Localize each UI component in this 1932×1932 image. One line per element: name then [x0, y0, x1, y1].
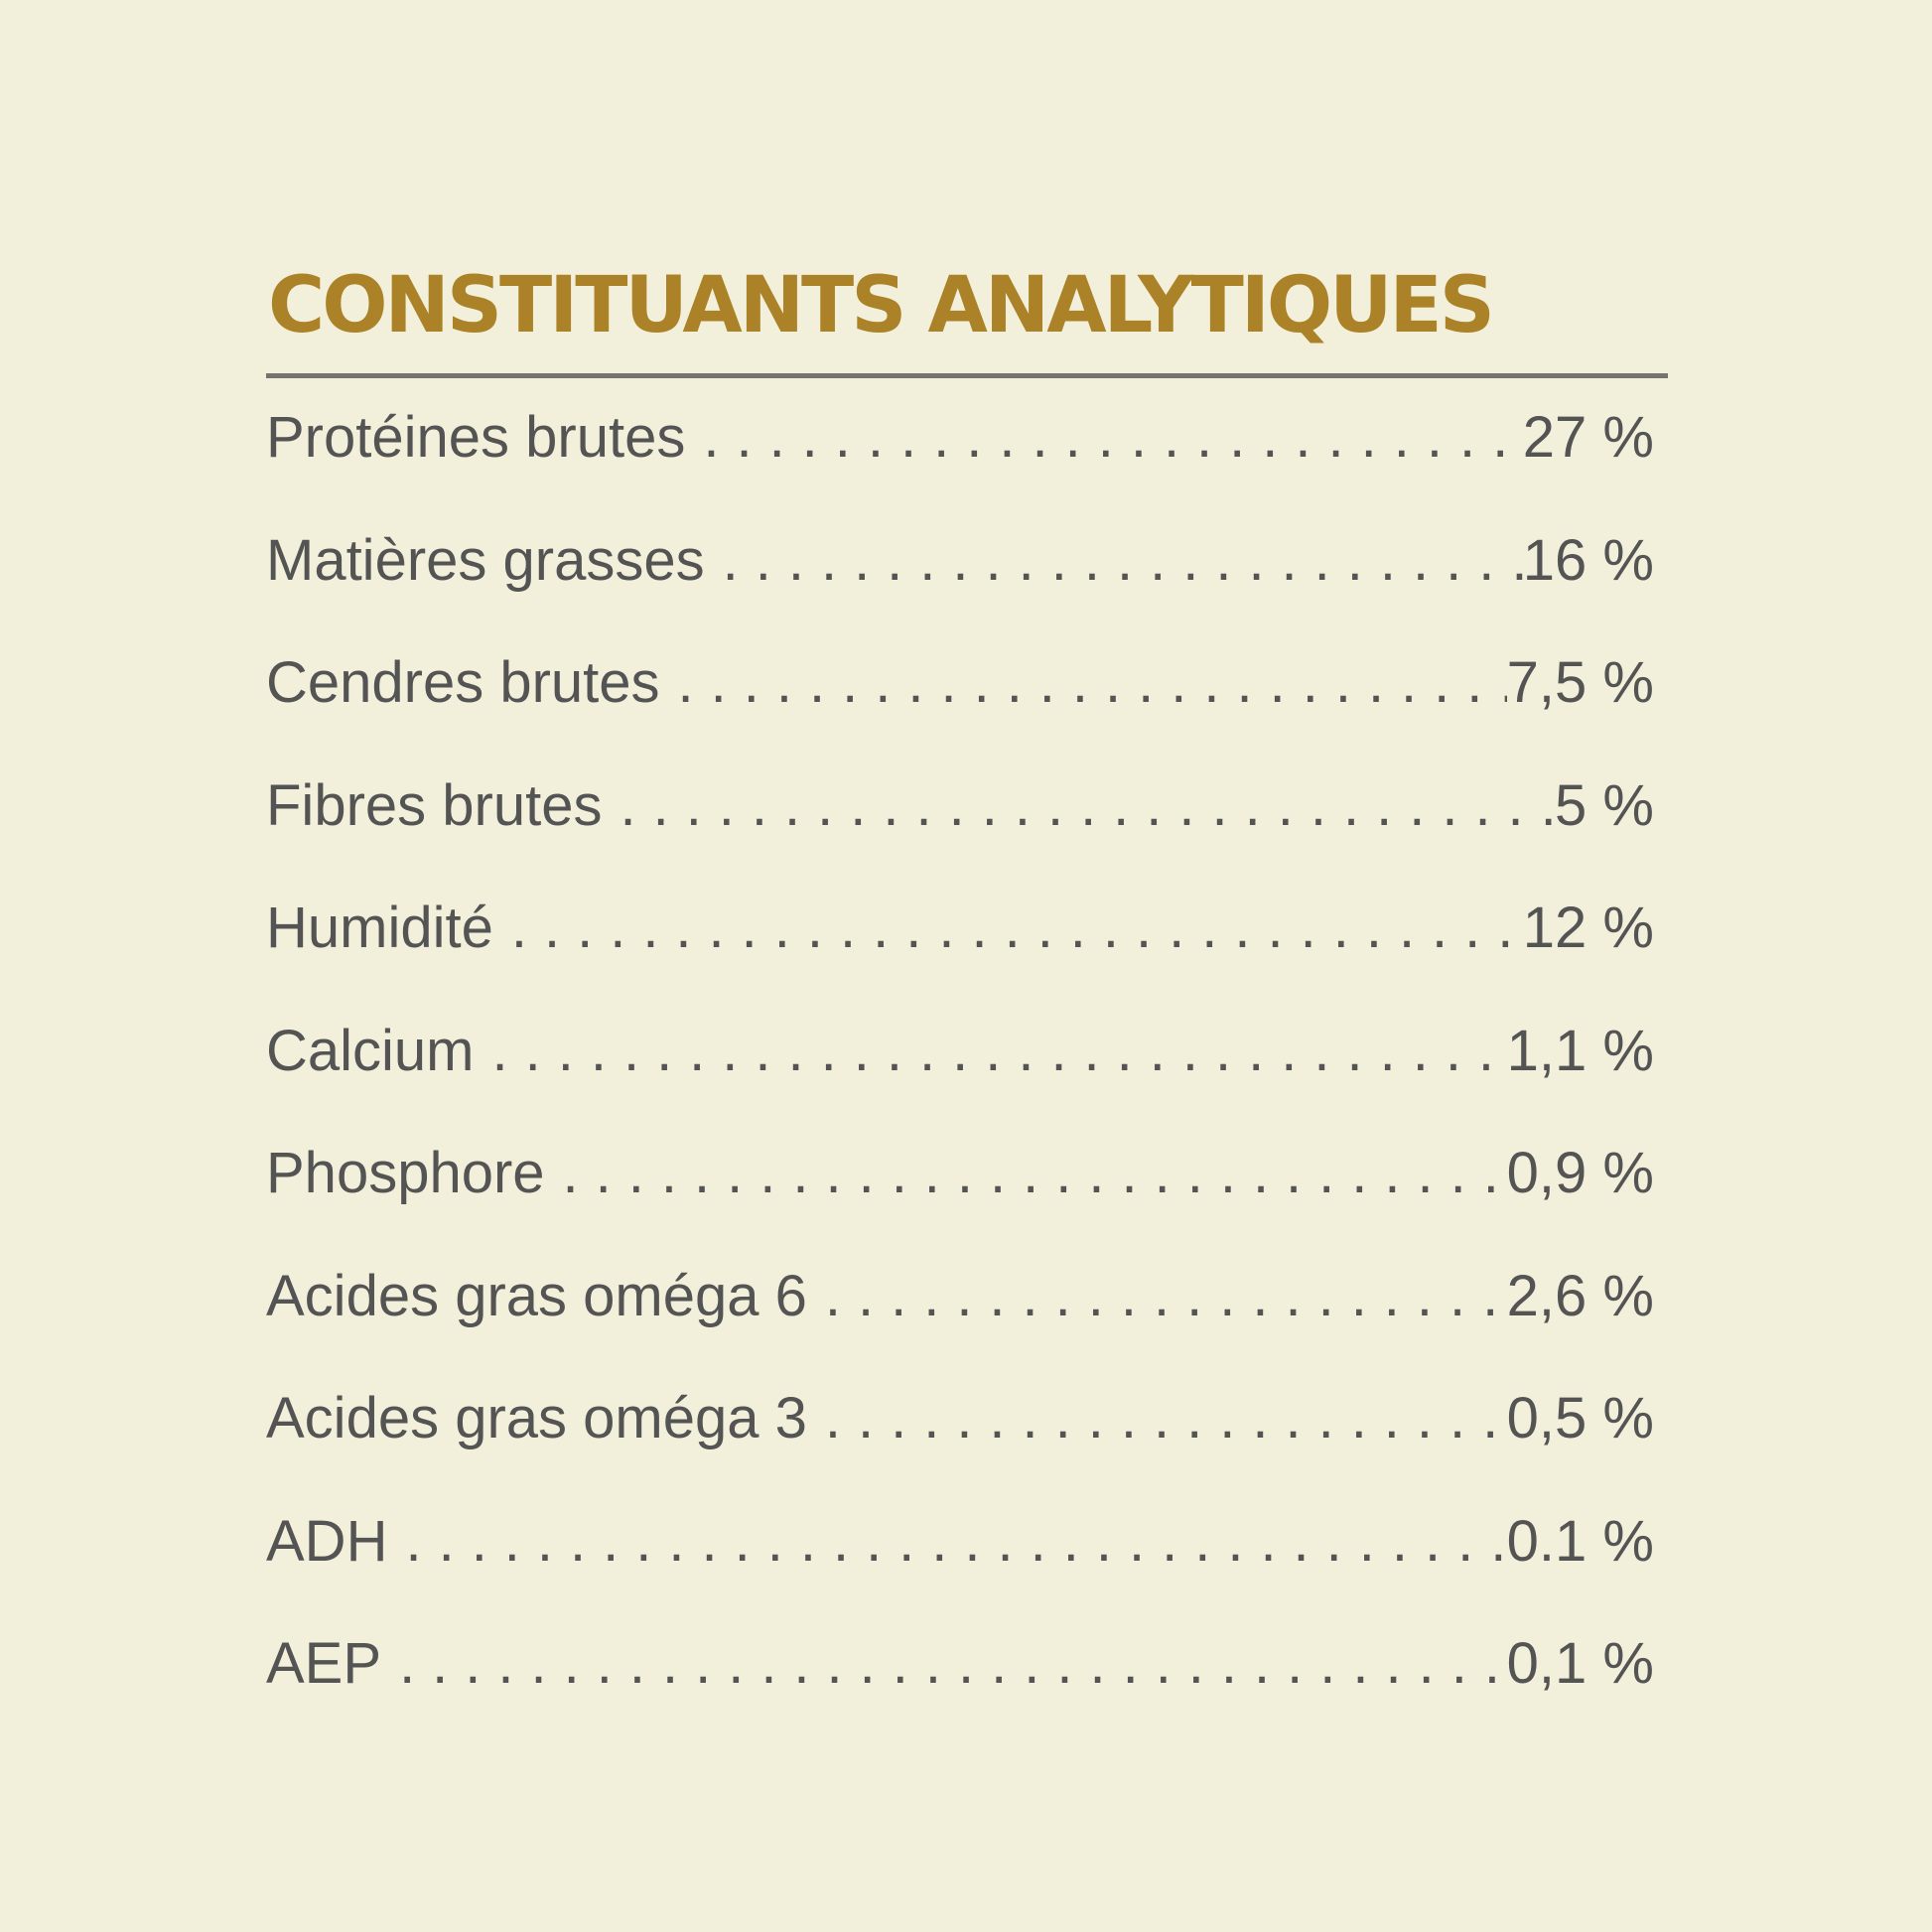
title-divider	[266, 373, 1668, 378]
constituent-label: Humidité	[266, 896, 493, 960]
constituent-row: Phosphore 0,9 %	[266, 1124, 1668, 1247]
constituent-value: 2,6 %	[1506, 1263, 1654, 1328]
constituent-row: Fibres brutes 5 %	[266, 757, 1668, 880]
constituent-value: 0.1 %	[1506, 1508, 1654, 1574]
section-title: CONSTITUANTS ANALYTIQUES	[268, 261, 1495, 350]
constituent-value: 0,9 %	[1506, 1141, 1654, 1205]
dot-leader	[807, 1247, 1507, 1346]
dot-leader	[660, 633, 1507, 733]
analytical-constituents-panel: CONSTITUANTS ANALYTIQUES Protéines brute…	[266, 260, 1668, 1737]
dot-leader	[685, 388, 1522, 487]
constituent-label: Protéines brutes	[266, 405, 686, 470]
constituent-label: AEP	[266, 1631, 382, 1696]
constituent-value: 7,5 %	[1506, 650, 1654, 715]
constituent-value: 0,1 %	[1506, 1631, 1654, 1696]
dot-leader	[545, 1124, 1507, 1223]
constituent-label: Cendres brutes	[266, 650, 660, 715]
constituent-value: 16 %	[1522, 527, 1654, 593]
dot-leader	[381, 1614, 1507, 1714]
constituent-value: 1,1 %	[1506, 1018, 1654, 1083]
constituent-label: Fibres brutes	[266, 772, 603, 838]
constituent-label: Matières grasses	[266, 527, 705, 593]
constituent-row: Acides gras oméga 3 0,5 %	[266, 1369, 1668, 1492]
constituent-row: Calcium 1,1 %	[266, 1002, 1668, 1125]
dot-leader	[602, 757, 1555, 856]
constituent-row: Cendres brutes 7,5 %	[266, 633, 1668, 757]
dot-leader	[493, 879, 1523, 978]
constituent-row: Humidité 12 %	[266, 879, 1668, 1002]
constituent-row: AEP 0,1 %	[266, 1614, 1668, 1737]
constituent-row: ADH 0.1 %	[266, 1492, 1668, 1615]
constituent-value: 0,5 %	[1506, 1386, 1654, 1450]
constituent-row: Acides gras oméga 6 2,6 %	[266, 1247, 1668, 1370]
dot-leader	[475, 1002, 1507, 1101]
constituent-label: Calcium	[266, 1018, 475, 1083]
constituent-value: 27 %	[1522, 405, 1654, 470]
constituent-value: 12 %	[1522, 896, 1654, 960]
constituent-label: Acides gras oméga 6	[266, 1263, 807, 1328]
constituents-list: Protéines brutes 27 % Matières grasses 1…	[266, 388, 1668, 1737]
dot-leader	[807, 1369, 1507, 1468]
dot-leader	[705, 511, 1523, 611]
constituent-value: 5 %	[1555, 772, 1654, 838]
constituent-row: Protéines brutes 27 %	[266, 388, 1668, 511]
constituent-label: Acides gras oméga 3	[266, 1386, 807, 1450]
constituent-label: ADH	[266, 1508, 388, 1574]
constituent-label: Phosphore	[266, 1141, 545, 1205]
dot-leader	[387, 1492, 1506, 1591]
constituent-row: Matières grasses 16 %	[266, 511, 1668, 634]
